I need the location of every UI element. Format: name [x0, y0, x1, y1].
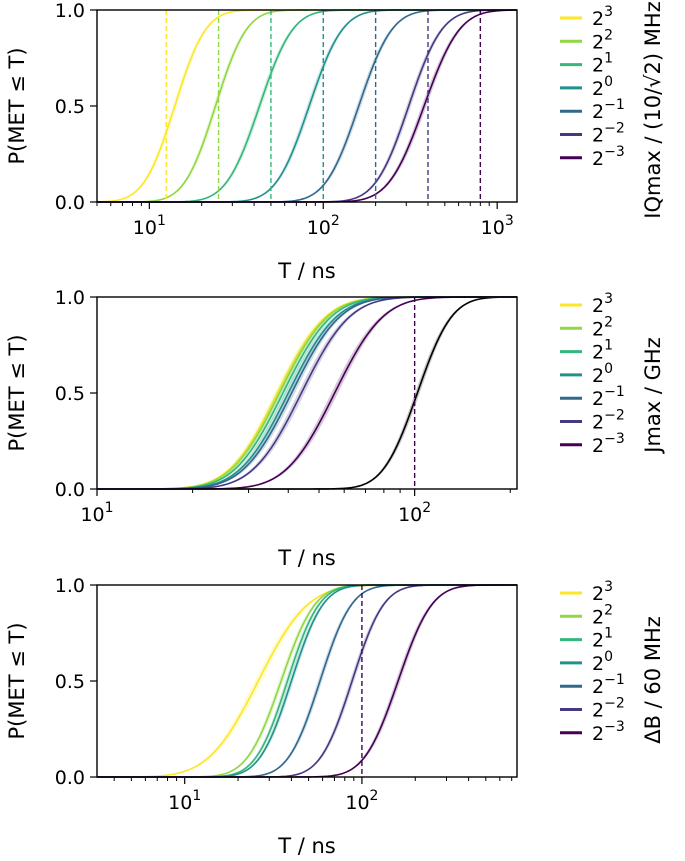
y-tick-label: 0.0: [55, 479, 85, 501]
series-line-6: [97, 296, 517, 490]
legend-entry-3: 20: [592, 361, 613, 387]
legend-title: IQmax / (10/√2) MHz: [641, 1, 665, 218]
plot-area: [97, 296, 517, 490]
series-line-1-band: [97, 297, 517, 489]
series-line-2-band: [97, 585, 517, 777]
x-axis-label: T / ns: [277, 546, 336, 570]
series-line-2: [97, 296, 517, 490]
series-line-3: [97, 296, 517, 490]
plot-area: [97, 584, 517, 778]
series-line-2-band: [97, 297, 517, 489]
series-line-4: [97, 296, 517, 490]
legend-entry-2: 21: [592, 338, 613, 364]
x-tick-label: 102: [398, 500, 431, 526]
y-tick-label: 1.0: [55, 287, 85, 309]
plot-area: [97, 9, 517, 203]
x-tick-label: 101: [168, 788, 201, 814]
reference-curve-band: [97, 297, 517, 489]
legend-entry-4: 2−1: [592, 97, 625, 123]
y-axis-label: P(MET ≤ T): [5, 47, 29, 164]
legend-entry-1: 22: [592, 314, 613, 340]
legend-entry-6: 2−3: [592, 431, 625, 457]
series-line-1-band: [97, 585, 517, 777]
y-tick-label: 0.5: [55, 383, 85, 405]
series-line-5: [97, 296, 517, 490]
legend-entry-5: 2−2: [592, 121, 625, 147]
legend-entry-0: 23: [592, 579, 613, 605]
y-tick-label: 0.0: [55, 192, 85, 214]
y-tick-label: 0.5: [55, 96, 85, 118]
reference-curve: [97, 296, 517, 490]
series-line-3-band: [97, 10, 517, 202]
y-axis-label: P(MET ≤ T): [5, 334, 29, 451]
x-tick-label: 103: [481, 213, 514, 239]
legend-title: Jmax / GHz: [641, 337, 665, 454]
legend-entry-5: 2−2: [592, 696, 625, 722]
legend-entry-4: 2−1: [592, 384, 625, 410]
series-line-4-band: [97, 297, 517, 489]
x-axis-label: T / ns: [277, 259, 336, 283]
legend-entry-1: 22: [592, 27, 613, 53]
legend-entry-6: 2−3: [592, 719, 625, 745]
series-line-0-band: [97, 297, 517, 489]
axes-frame: [96, 9, 518, 203]
legend-entry-1: 22: [592, 602, 613, 628]
x-axis-label: T / ns: [277, 834, 336, 858]
legend-entry-0: 23: [592, 291, 613, 317]
legend-entry-5: 2−2: [592, 408, 625, 434]
legend-entry-2: 21: [592, 626, 613, 652]
y-tick-label: 1.0: [55, 575, 85, 597]
legend-entry-6: 2−3: [592, 144, 625, 170]
series-line-1: [97, 296, 517, 490]
y-tick-label: 0.5: [55, 671, 85, 693]
legend-entry-4: 2−1: [592, 672, 625, 698]
legend-entry-3: 20: [592, 649, 613, 675]
series-line-3-band: [97, 297, 517, 489]
axes-frame: [96, 584, 518, 778]
series-line-5-band: [97, 297, 517, 489]
legend-title: ΔB / 60 MHz: [641, 616, 665, 744]
series-line-6-band: [97, 297, 517, 489]
legend-entry-0: 23: [592, 4, 613, 30]
x-tick-label: 101: [133, 213, 166, 239]
axes-frame: [96, 296, 518, 490]
legend-entry-3: 20: [592, 74, 613, 100]
y-axis-label: P(MET ≤ T): [5, 622, 29, 739]
chart-panel-1: 101 102 103 0.0 0.5 1.0 T / ns P(MET ≤ T) 232221…: [5, 0, 665, 283]
x-tick-label: 101: [80, 500, 113, 526]
y-tick-label: 0.0: [55, 767, 85, 789]
x-tick-label: 102: [307, 213, 340, 239]
y-tick-label: 1.0: [55, 0, 85, 22]
series-line-0: [97, 296, 517, 490]
x-tick-label: 102: [345, 788, 378, 814]
legend-entry-2: 21: [592, 51, 613, 77]
